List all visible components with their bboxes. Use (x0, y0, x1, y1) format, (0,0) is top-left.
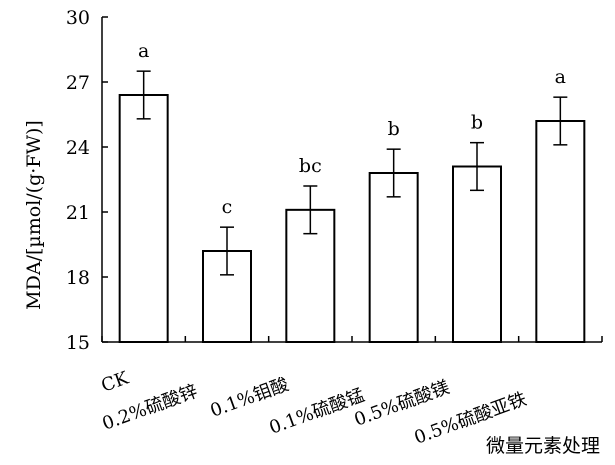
y-tick-label: 27 (66, 72, 90, 94)
significance-label: bc (299, 155, 322, 177)
axes-layer (101, 16, 603, 343)
y-tick-label: 21 (66, 202, 90, 224)
x-axis-title: 微量元素处理 (486, 435, 600, 457)
y-tick-label: 30 (66, 7, 90, 29)
y-tick-label: 24 (66, 137, 90, 159)
significance-label: a (555, 66, 566, 88)
significance-label: b (471, 112, 483, 134)
y-axis-title: MDA/[µmol/(g·FW)] (23, 120, 45, 310)
bars-layer (118, 70, 586, 343)
significance-label: a (138, 40, 149, 62)
significance-label: c (222, 196, 233, 218)
bar (452, 165, 502, 343)
y-tick-label: 18 (66, 267, 90, 289)
y-tick-label: 15 (66, 332, 90, 354)
x-category-label: CK (99, 367, 132, 396)
significance-label: b (388, 118, 400, 140)
bar (368, 172, 419, 343)
bar (118, 94, 169, 343)
bar (535, 120, 586, 343)
